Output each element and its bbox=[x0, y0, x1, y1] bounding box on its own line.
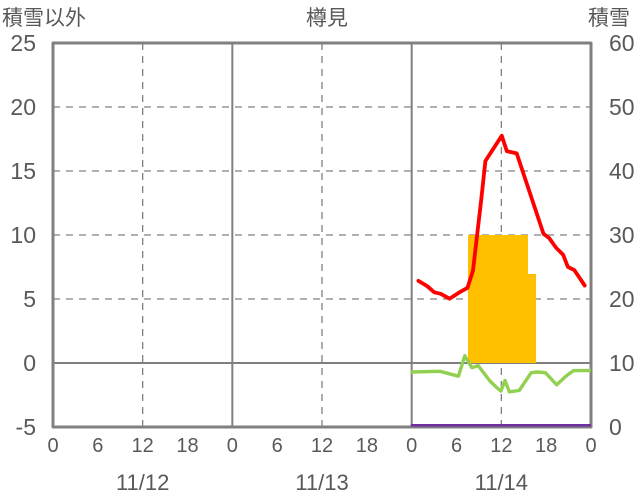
svg-text:60: 60 bbox=[609, 30, 635, 56]
svg-text:11/12: 11/12 bbox=[116, 470, 169, 495]
svg-text:6: 6 bbox=[272, 435, 283, 457]
svg-text:12: 12 bbox=[311, 435, 333, 457]
svg-text:6: 6 bbox=[92, 435, 103, 457]
svg-text:0: 0 bbox=[47, 435, 58, 457]
svg-text:11/13: 11/13 bbox=[295, 470, 348, 495]
svg-text:0: 0 bbox=[585, 435, 596, 457]
svg-text:12: 12 bbox=[490, 435, 512, 457]
svg-text:20: 20 bbox=[10, 94, 36, 120]
svg-text:6: 6 bbox=[451, 435, 462, 457]
svg-text:11/14: 11/14 bbox=[475, 470, 528, 495]
svg-text:0: 0 bbox=[23, 350, 36, 376]
svg-text:50: 50 bbox=[609, 94, 635, 120]
svg-text:20: 20 bbox=[609, 286, 635, 312]
svg-text:30: 30 bbox=[609, 222, 635, 248]
svg-text:40: 40 bbox=[609, 158, 635, 184]
svg-text:5: 5 bbox=[23, 286, 36, 312]
svg-text:18: 18 bbox=[535, 435, 557, 457]
svg-text:12: 12 bbox=[132, 435, 154, 457]
svg-text:15: 15 bbox=[10, 158, 36, 184]
svg-text:18: 18 bbox=[176, 435, 198, 457]
svg-text:0: 0 bbox=[406, 435, 417, 457]
svg-text:-5: -5 bbox=[16, 414, 36, 440]
svg-text:25: 25 bbox=[10, 30, 36, 56]
svg-text:10: 10 bbox=[609, 350, 635, 376]
svg-text:0: 0 bbox=[227, 435, 238, 457]
svg-text:10: 10 bbox=[10, 222, 36, 248]
svg-text:18: 18 bbox=[356, 435, 378, 457]
svg-text:0: 0 bbox=[609, 414, 622, 440]
